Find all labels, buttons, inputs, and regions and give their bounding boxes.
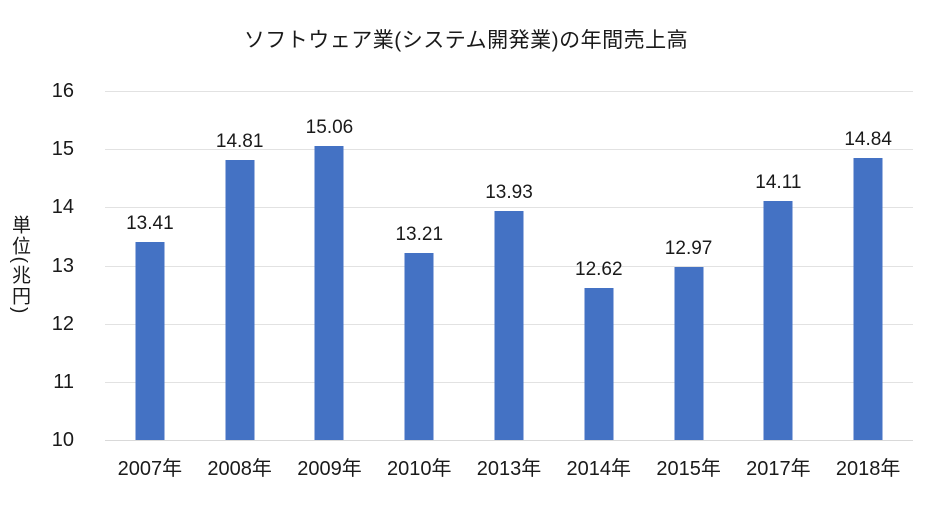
x-axis-label: 2017年 bbox=[746, 458, 811, 480]
gridline bbox=[105, 149, 913, 151]
bar-value-label: 12.97 bbox=[664, 238, 713, 260]
bar-value-label: 14.11 bbox=[755, 171, 802, 193]
x-axis-label: 2008年 bbox=[207, 458, 272, 480]
x-axis-label: 2018年 bbox=[835, 458, 901, 480]
chart-title: ソフトウェア業(システム開発業)の年間売上高 bbox=[243, 29, 689, 52]
y-axis-tick-label: 14 bbox=[51, 196, 74, 219]
y-axis-tick-label: 13 bbox=[51, 254, 74, 277]
bar bbox=[584, 287, 614, 440]
bar-value-label: 14.84 bbox=[844, 129, 892, 151]
y-axis-tick-labels: 10 11 12 13 14 15 16 bbox=[0, 81, 88, 450]
plot-area: 13.41 14.81 15.06 13.21 13.93 12.62 12.97 14.11… bbox=[105, 91, 913, 441]
bar-group: 15.06 bbox=[285, 91, 375, 440]
x-axis-label: 2015年 bbox=[656, 458, 721, 480]
bar-series: 13.41 14.81 15.06 13.21 13.93 12.62 12.97 14.11… bbox=[105, 91, 913, 440]
bar-group: 14.81 bbox=[195, 91, 285, 440]
bar-group: 12.97 bbox=[644, 91, 734, 440]
bar-group: 13.21 bbox=[374, 91, 464, 440]
y-axis-title: 単位(兆円) bbox=[9, 214, 30, 316]
bar-value-label: 13.21 bbox=[395, 224, 444, 246]
bar-value-label: 13.93 bbox=[485, 182, 533, 204]
gridline bbox=[105, 91, 913, 92]
bar bbox=[763, 200, 793, 440]
bar bbox=[225, 160, 255, 440]
bar-group: 12.62 bbox=[554, 91, 644, 440]
bar bbox=[853, 158, 883, 440]
bar bbox=[404, 253, 434, 440]
y-axis-tick-label: 12 bbox=[51, 312, 74, 335]
y-axis-tick-label: 10 bbox=[51, 429, 74, 451]
bar-group: 13.41 bbox=[105, 91, 195, 440]
bar bbox=[494, 211, 524, 440]
x-axis-label: 2014年 bbox=[566, 458, 632, 480]
bar-group: 14.11 bbox=[733, 91, 823, 440]
x-axis-labels: 2007年 2008年 2009年 2010年 2013年 2014年 2015年 2017年… bbox=[105, 452, 913, 481]
y-axis-tick-label: 11 bbox=[53, 370, 74, 393]
bar-group: 13.93 bbox=[464, 91, 554, 440]
bar-value-label: 13.41 bbox=[126, 212, 174, 234]
bar-value-label: 15.06 bbox=[305, 116, 354, 138]
bar-group: 14.84 bbox=[823, 91, 913, 440]
bar bbox=[135, 241, 165, 440]
bar bbox=[314, 145, 344, 440]
bar-value-label: 12.62 bbox=[575, 258, 623, 280]
y-axis-tick-label: 15 bbox=[51, 138, 74, 161]
x-axis-label: 2013年 bbox=[476, 458, 542, 480]
x-axis-label: 2007年 bbox=[117, 458, 183, 480]
x-axis-label: 2009年 bbox=[297, 458, 362, 480]
y-axis-tick-label: 16 bbox=[51, 80, 74, 102]
x-axis-label: 2010年 bbox=[386, 458, 452, 480]
gridline bbox=[105, 440, 913, 441]
bar bbox=[674, 267, 704, 440]
bar-value-label: 14.81 bbox=[215, 131, 264, 153]
gridline bbox=[105, 207, 913, 209]
